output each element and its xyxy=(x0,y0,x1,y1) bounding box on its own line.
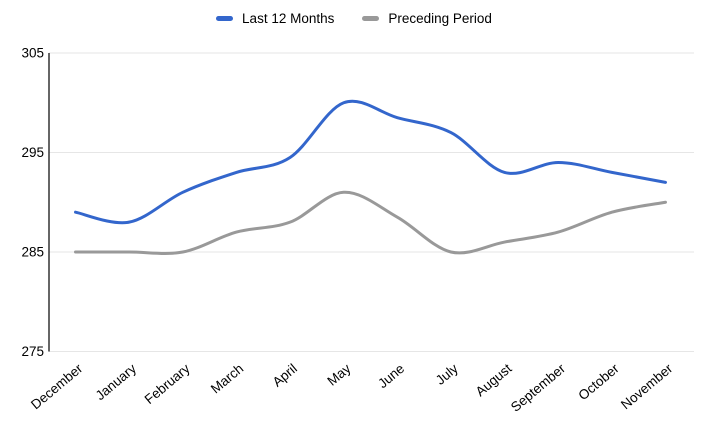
legend-swatch-last-12-months xyxy=(216,16,234,22)
legend-label-preceding-period: Preceding Period xyxy=(388,11,492,26)
legend-swatch-preceding-period xyxy=(362,16,380,22)
legend-item-last-12-months[interactable]: Last 12 Months xyxy=(216,12,334,26)
x-tick-label: February xyxy=(142,361,193,407)
series-line-last-12-months[interactable] xyxy=(74,99,667,225)
x-tick-label: September xyxy=(508,360,569,414)
x-tick-label: March xyxy=(208,361,246,397)
y-tick-label: 285 xyxy=(21,245,44,260)
x-tick-label: April xyxy=(270,361,300,390)
x-tick-label: November xyxy=(618,360,676,412)
x-tick-label: December xyxy=(28,360,86,412)
x-tick-label: June xyxy=(375,361,407,391)
x-tick-label: August xyxy=(473,361,515,400)
legend-item-preceding-period[interactable]: Preceding Period xyxy=(362,12,492,26)
x-tick-label: May xyxy=(324,361,353,389)
y-tick-label: 295 xyxy=(21,145,44,160)
legend-label-last-12-months: Last 12 Months xyxy=(242,11,335,26)
y-tick-label: 305 xyxy=(21,46,44,61)
y-tick-label: 275 xyxy=(21,344,44,359)
series-line-preceding-period[interactable] xyxy=(74,190,667,255)
x-tick-label: July xyxy=(433,361,461,388)
chart-legend: Last 12 Months Preceding Period xyxy=(0,12,708,26)
x-tick-label: October xyxy=(575,360,622,403)
x-tick-label: January xyxy=(93,361,140,404)
